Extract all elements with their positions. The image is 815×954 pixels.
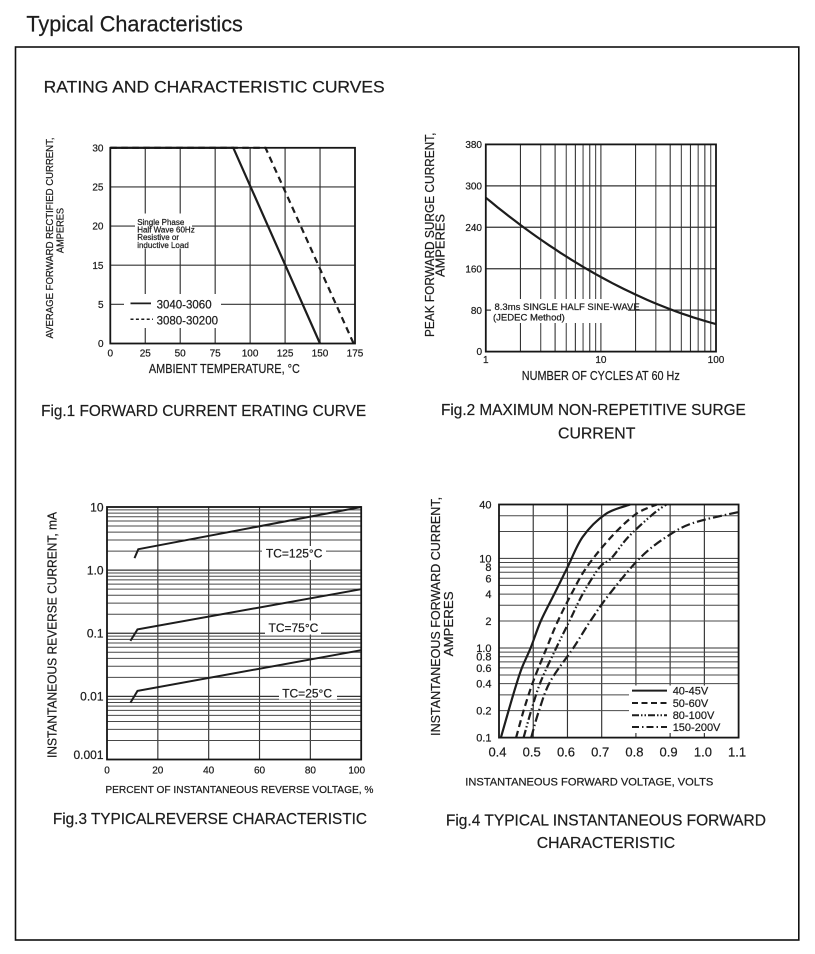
svg-text:(JEDEC Method): (JEDEC Method)	[493, 313, 565, 324]
svg-text:160: 160	[465, 264, 482, 275]
svg-text:0.2: 0.2	[476, 706, 491, 718]
svg-text:100: 100	[708, 355, 725, 366]
svg-text:0.9: 0.9	[660, 744, 678, 759]
svg-text:10: 10	[595, 355, 607, 366]
svg-text:AMBIENT TEMPERATURE, °C: AMBIENT TEMPERATURE, °C	[149, 361, 300, 376]
svg-text:1.0: 1.0	[476, 643, 491, 655]
svg-text:CURRENT: CURRENT	[558, 425, 636, 442]
svg-text:NUMBER OF CYCLES AT 60 Hz: NUMBER OF CYCLES AT 60 Hz	[522, 368, 680, 383]
svg-text:0: 0	[476, 347, 482, 358]
svg-text:1.0: 1.0	[694, 744, 712, 759]
svg-text:40: 40	[479, 500, 491, 512]
svg-text:TC=25°C: TC=25°C	[282, 687, 332, 701]
svg-text:80: 80	[305, 765, 317, 776]
svg-text:4: 4	[485, 589, 491, 601]
svg-text:PERCENT OF INSTANTANEOUS REVER: PERCENT OF INSTANTANEOUS REVERSE VOLTAGE…	[105, 785, 373, 796]
svg-text:100: 100	[348, 765, 365, 776]
svg-text:15: 15	[92, 261, 104, 272]
svg-text:10: 10	[90, 501, 104, 515]
svg-text:0.001: 0.001	[73, 748, 103, 762]
svg-text:30: 30	[92, 143, 104, 154]
svg-text:3080-30200: 3080-30200	[157, 315, 218, 327]
svg-text:Fig.3 TYPICALREVERSE CHARACTER: Fig.3 TYPICALREVERSE CHARACTERISTIC	[53, 811, 367, 828]
svg-text:0.6: 0.6	[476, 663, 491, 675]
svg-text:0.6: 0.6	[557, 744, 575, 759]
svg-text:20: 20	[92, 222, 104, 233]
svg-text:Fig.4 TYPICAL INSTANTANEOUS FO: Fig.4 TYPICAL INSTANTANEOUS FORWARD	[446, 812, 766, 829]
svg-text:150: 150	[312, 349, 329, 360]
svg-text:40-45V: 40-45V	[673, 686, 709, 698]
svg-text:CHARACTERISTIC: CHARACTERISTIC	[537, 835, 675, 852]
svg-text:50: 50	[175, 349, 187, 360]
svg-text:0.1: 0.1	[476, 733, 491, 745]
svg-text:0: 0	[104, 765, 110, 776]
svg-text:0.8: 0.8	[625, 744, 643, 759]
svg-text:5: 5	[98, 300, 104, 311]
svg-text:25: 25	[92, 183, 104, 194]
svg-text:240: 240	[465, 223, 482, 234]
svg-text:50-60V: 50-60V	[673, 698, 709, 710]
svg-text:175: 175	[347, 349, 364, 360]
svg-text:TC=125°C: TC=125°C	[266, 546, 323, 560]
svg-text:25: 25	[140, 349, 152, 360]
svg-text:0.01: 0.01	[80, 690, 104, 704]
svg-text:1.0: 1.0	[87, 563, 104, 577]
svg-text:0.7: 0.7	[591, 744, 609, 759]
svg-text:0: 0	[98, 339, 104, 350]
svg-text:80-100V: 80-100V	[673, 710, 715, 722]
svg-text:inductive Load: inductive Load	[137, 241, 189, 250]
svg-text:2: 2	[485, 616, 491, 628]
svg-text:INSTANTANEOUS REVERSE CURRENT,: INSTANTANEOUS REVERSE CURRENT, mA	[45, 512, 60, 758]
svg-text:0.4: 0.4	[488, 744, 506, 759]
svg-text:PEAK FORWARD SURGE CURRENT,: PEAK FORWARD SURGE CURRENT,	[422, 133, 437, 337]
svg-text:Half Wave 60Hz: Half Wave 60Hz	[137, 226, 195, 235]
svg-text:8: 8	[485, 562, 491, 574]
svg-text:AMPERES: AMPERES	[441, 591, 456, 656]
svg-text:0.4: 0.4	[476, 679, 491, 691]
svg-text:300: 300	[465, 181, 482, 192]
svg-text:80: 80	[471, 306, 483, 317]
svg-text:10: 10	[479, 553, 491, 565]
svg-text:INSTANTANEOUS FORWARD CURRENT,: INSTANTANEOUS FORWARD CURRENT,	[428, 497, 443, 736]
svg-text:40: 40	[203, 765, 215, 776]
svg-text:125: 125	[277, 349, 294, 360]
svg-text:75: 75	[210, 349, 222, 360]
svg-text:150-200V: 150-200V	[673, 722, 721, 734]
svg-text:0.5: 0.5	[523, 744, 541, 759]
svg-text:0: 0	[108, 349, 114, 360]
svg-text:RATING AND CHARACTERISTIC CURV: RATING AND CHARACTERISTIC CURVES	[44, 78, 385, 97]
svg-text:Fig.2 MAXIMUM NON-REPETITIVE S: Fig.2 MAXIMUM NON-REPETITIVE SURGE	[441, 402, 746, 419]
svg-text:1.1: 1.1	[728, 744, 746, 759]
svg-text:AVERAGE FORWARD RECTIFIED CURR: AVERAGE FORWARD RECTIFIED CURRENT,	[44, 138, 56, 339]
svg-text:6: 6	[485, 573, 491, 585]
svg-text:Resistive or: Resistive or	[137, 233, 179, 242]
svg-text:1: 1	[483, 355, 489, 366]
svg-text:100: 100	[242, 349, 259, 360]
svg-text:Typical Characteristics: Typical Characteristics	[26, 11, 243, 36]
svg-text:0.8: 0.8	[476, 652, 491, 664]
svg-text:0.1: 0.1	[87, 627, 104, 641]
svg-text:60: 60	[254, 765, 266, 776]
svg-text:Single Phase: Single Phase	[137, 218, 185, 227]
svg-text:20: 20	[152, 765, 164, 776]
svg-text:380: 380	[465, 140, 482, 151]
svg-text:INSTANTANEOUS FORWARD VOLTAGE,: INSTANTANEOUS FORWARD VOLTAGE, VOLTS	[465, 776, 713, 788]
svg-text:Fig.1 FORWARD CURRENT ERATING: Fig.1 FORWARD CURRENT ERATING CURVE	[41, 403, 366, 420]
svg-text:AMPERES: AMPERES	[54, 208, 66, 253]
svg-text:AMPERES: AMPERES	[433, 214, 448, 277]
svg-text:TC=75°C: TC=75°C	[269, 621, 319, 635]
svg-text:3040-3060: 3040-3060	[157, 299, 212, 311]
svg-text:8.3ms SINGLE HALF SINE-WAVE: 8.3ms SINGLE HALF SINE-WAVE	[495, 302, 640, 313]
